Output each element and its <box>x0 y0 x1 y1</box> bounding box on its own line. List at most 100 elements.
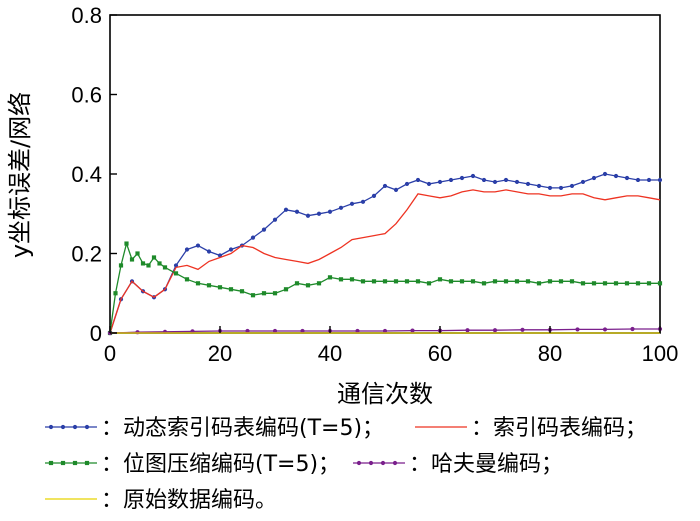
x-tick-label: 0 <box>104 341 116 366</box>
series-point <box>195 243 201 248</box>
series-point <box>135 330 140 335</box>
legend-item-1: ：索引码表编码； <box>415 416 647 441</box>
series-point <box>558 279 564 284</box>
x-tick-label: 20 <box>208 341 232 366</box>
series-point <box>382 183 388 189</box>
series-point <box>547 279 553 284</box>
series-point <box>536 183 542 189</box>
series-point <box>657 281 663 286</box>
series-point <box>503 177 509 183</box>
series-point <box>245 328 250 334</box>
series-point <box>184 247 190 252</box>
series-point <box>591 175 597 181</box>
series-point <box>272 217 278 222</box>
series-point <box>393 279 399 284</box>
series-point <box>184 277 190 282</box>
series-point <box>250 293 256 298</box>
x-tick-label: 60 <box>428 341 452 366</box>
series-point <box>140 261 146 266</box>
series-point <box>113 291 118 296</box>
series-point <box>338 205 344 210</box>
legend-label: ：位图压缩编码(T=5)； <box>101 452 340 477</box>
series-point <box>602 327 608 332</box>
series-point <box>228 247 234 252</box>
series-point <box>283 287 289 292</box>
series-point <box>360 199 366 204</box>
series-point <box>426 181 432 187</box>
series-point <box>382 279 388 284</box>
series-point <box>118 263 124 268</box>
legend-swatch-marker <box>392 460 398 466</box>
series-point <box>300 328 305 334</box>
series-point <box>481 177 487 183</box>
series-point <box>261 227 267 232</box>
series-point <box>393 187 399 192</box>
series-point <box>613 173 619 179</box>
series-point <box>404 279 410 284</box>
series-point <box>349 201 355 206</box>
series-point <box>360 279 366 284</box>
series-point <box>624 175 630 181</box>
series-point <box>580 281 586 286</box>
legend-swatch-marker <box>48 424 54 430</box>
series-point <box>157 261 162 266</box>
series-point <box>338 277 344 282</box>
series-point <box>124 241 129 246</box>
plot-frame <box>109 14 661 334</box>
series-point <box>657 177 663 183</box>
series-point <box>624 281 630 286</box>
legend-swatch-marker <box>84 424 90 430</box>
legend-label: ：索引码表编码； <box>471 416 647 441</box>
series-point <box>646 177 652 183</box>
series-point <box>635 281 641 286</box>
legend-item-2: ：位图压缩编码(T=5)； <box>45 452 340 477</box>
legend-label: ：原始数据编码。 <box>101 488 277 513</box>
series-point <box>316 281 322 286</box>
series-point <box>239 289 245 294</box>
series-point <box>470 279 476 284</box>
series-point <box>217 285 223 290</box>
series-point <box>261 291 267 296</box>
series-point <box>575 327 580 332</box>
x-axis-title: 通信次数 <box>337 380 433 408</box>
series-point <box>465 328 470 333</box>
legend-item-0: ：动态索引码表编码(T=5)； <box>45 416 384 441</box>
series-point <box>305 283 311 288</box>
series-point <box>630 326 635 332</box>
series-point <box>250 235 256 240</box>
x-tick-label: 40 <box>318 341 342 366</box>
series-point <box>492 328 498 333</box>
series-point <box>272 328 278 334</box>
legend-swatch-marker <box>84 460 90 466</box>
series-point <box>151 255 157 260</box>
series-point <box>448 177 454 183</box>
legend: ：动态索引码表编码(T=5)； ：索引码表编码； ：位图压缩编码(T=5)； ：哈夫曼… <box>45 416 647 513</box>
series-point <box>635 177 641 183</box>
legend-item-4: ：原始数据编码。 <box>45 488 277 513</box>
legend-item-3: ：哈夫曼编码； <box>353 452 563 477</box>
series-point <box>602 281 608 286</box>
ticks-layer: 0 20 40 60 80 100 0 0.2 0.4 0.6 0.8 <box>71 3 678 366</box>
series-point <box>448 279 454 284</box>
series-point <box>520 327 525 332</box>
series-point <box>316 211 322 216</box>
series-point <box>294 281 300 286</box>
series-point <box>459 279 465 284</box>
plot-area <box>107 14 663 336</box>
series-point <box>613 281 619 286</box>
series-point <box>129 257 135 262</box>
series-point <box>272 291 278 296</box>
legend-swatch-marker <box>380 460 386 466</box>
legend-swatch-marker <box>72 424 78 430</box>
series-point <box>536 281 542 286</box>
series-point <box>591 281 597 286</box>
x-tick-label: 80 <box>538 341 562 366</box>
series-point <box>415 279 421 284</box>
series-point <box>135 251 140 256</box>
series-point <box>514 279 520 284</box>
series-line-2 <box>109 241 660 334</box>
series-point <box>525 181 531 187</box>
series-point <box>558 185 564 191</box>
series-point <box>514 179 520 185</box>
series-point <box>503 279 509 284</box>
